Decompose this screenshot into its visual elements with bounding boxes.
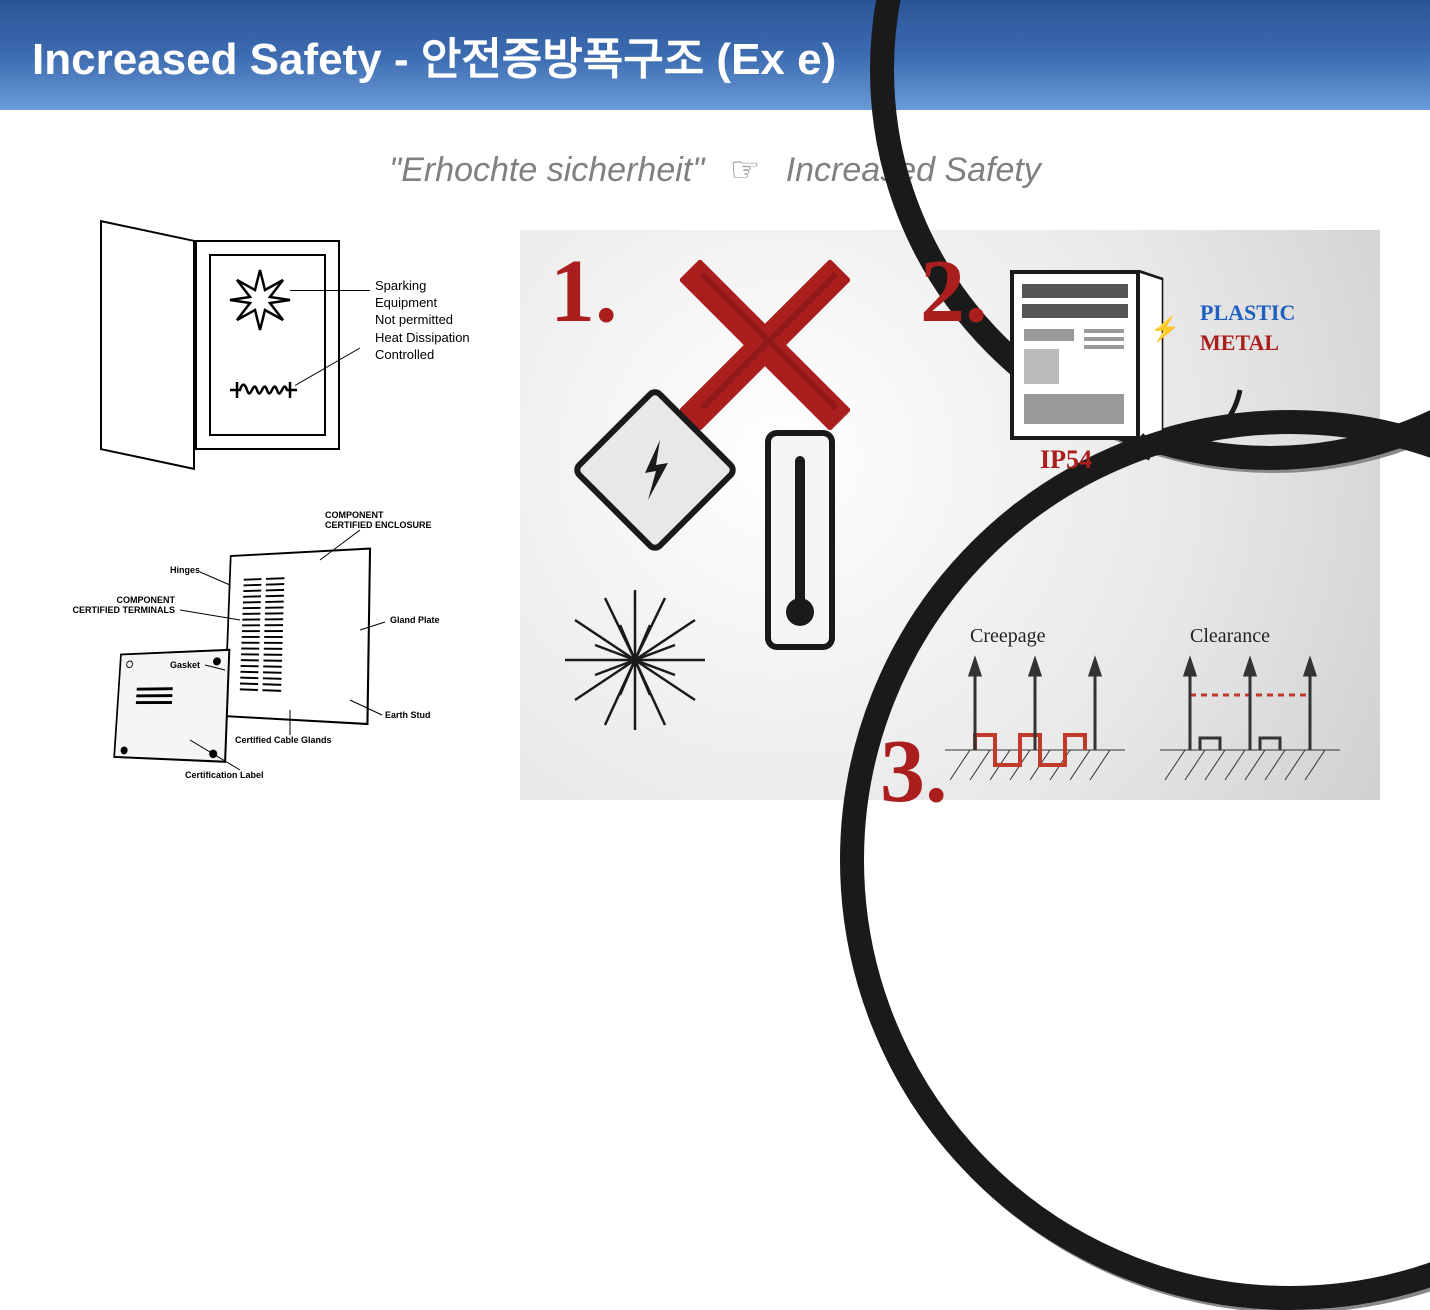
slide-title: Increased Safety - 안전증방폭구조 (Ex e)	[32, 23, 836, 87]
slide-content: Sparking Equipment Not permitted Heat Di…	[0, 230, 1430, 820]
plastic-label: PLASTIC	[1200, 300, 1295, 326]
creepage-diagram	[935, 650, 1135, 790]
left-column: Sparking Equipment Not permitted Heat Di…	[90, 230, 490, 810]
clearance-label: Clearance	[1190, 625, 1270, 648]
enclosure-diagram: Sparking Equipment Not permitted Heat Di…	[90, 230, 490, 490]
metal-label: METAL	[1200, 330, 1279, 356]
infographic-panel: 1. 2.	[520, 230, 1380, 800]
leader-lines	[90, 510, 490, 810]
clearance-diagram	[1150, 650, 1350, 790]
callout-heat: Heat Dissipation Controlled	[375, 330, 470, 364]
section-1-number: 1.	[550, 240, 618, 343]
component-diagram: COMPONENT CERTIFIED ENCLOSURE Hinges COM…	[90, 510, 490, 810]
creepage-label: Creepage	[970, 625, 1046, 648]
divider-arc-bottom	[840, 410, 1430, 1310]
coil-icon	[225, 370, 305, 410]
spark-burst-icon	[555, 580, 715, 740]
ip54-label: IP54	[1040, 445, 1092, 475]
thermometer-icon	[765, 430, 835, 650]
section-2-number: 2.	[920, 240, 988, 343]
big-x-icon	[680, 260, 850, 430]
subtitle-german: "Erhochte sicherheit"	[389, 151, 704, 189]
lightning-icon: ⚡	[1150, 315, 1180, 344]
pointer-icon: ☞	[730, 151, 760, 189]
callout-sparking: Sparking Equipment Not permitted	[375, 278, 490, 329]
arrow-curve-icon	[1110, 380, 1250, 480]
enclosure-door	[100, 220, 195, 470]
spark-icon	[225, 265, 295, 335]
